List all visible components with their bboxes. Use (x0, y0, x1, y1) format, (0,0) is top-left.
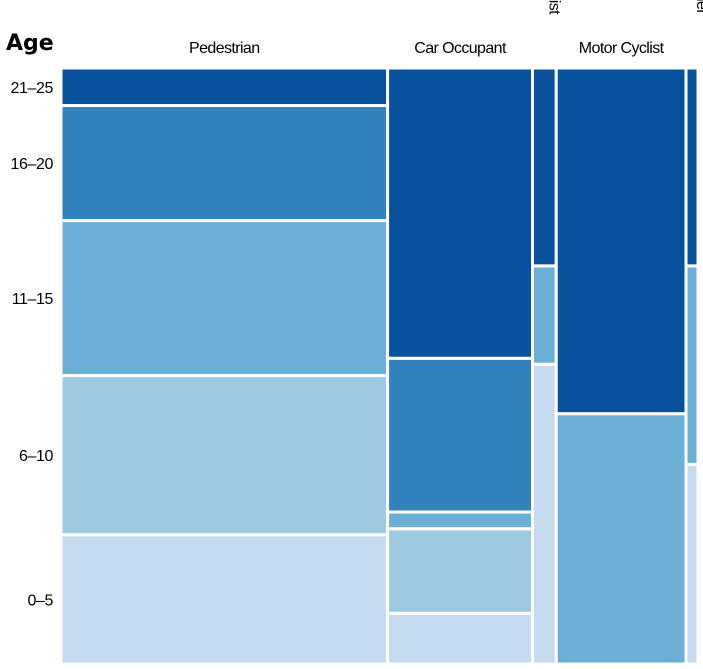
age-labels: 0–5 6–10 11–15 16–20 21–25 (11, 80, 54, 610)
tile-pedestrian-0-5 (59, 533, 390, 666)
tile-pedestrian-6-10 (59, 374, 390, 537)
mosaic-tiles (59, 66, 700, 666)
age-label-21-25: 21–25 (11, 80, 54, 97)
age-label-0-5: 0–5 (28, 592, 54, 609)
category-labels: Pedestrian Car Occupant Cyclist Motor Cycli… (189, 0, 703, 57)
tile-other-0-5 (684, 462, 700, 666)
tile-other-11-15 (684, 264, 700, 466)
tile-pedestrian-21-25 (59, 66, 390, 108)
tile-cyclist-11-15 (531, 264, 558, 366)
tile-car-occupant-11-15 (386, 510, 535, 531)
y-axis-title: Age (6, 31, 54, 56)
category-label-car-occupant: Car Occupant (414, 40, 507, 57)
tile-car-occupant-6-10 (386, 527, 535, 615)
category-label-cyclist: Cyclist (545, 0, 562, 15)
age-label-6-10: 6–10 (19, 448, 53, 465)
tile-motor-cyclist-11-15 (554, 412, 688, 666)
age-label-16-20: 16–20 (11, 156, 54, 173)
tile-car-occupant-0-5 (386, 611, 535, 666)
tile-cyclist-21-25 (531, 66, 558, 268)
tile-car-occupant-16-20 (386, 356, 535, 514)
tile-pedestrian-11-15 (59, 219, 390, 378)
tile-car-occupant-21-25 (386, 66, 535, 360)
category-label-motor-cyclist: Motor Cyclist (579, 40, 665, 57)
category-label-other: Other (693, 0, 703, 15)
age-label-11-15: 11–15 (12, 291, 54, 308)
tile-motor-cyclist-21-25 (554, 66, 688, 416)
tile-pedestrian-16-20 (59, 104, 390, 223)
tile-other-21-25 (684, 66, 700, 268)
tile-cyclist-0-5 (531, 362, 558, 666)
category-label-pedestrian: Pedestrian (189, 40, 260, 57)
